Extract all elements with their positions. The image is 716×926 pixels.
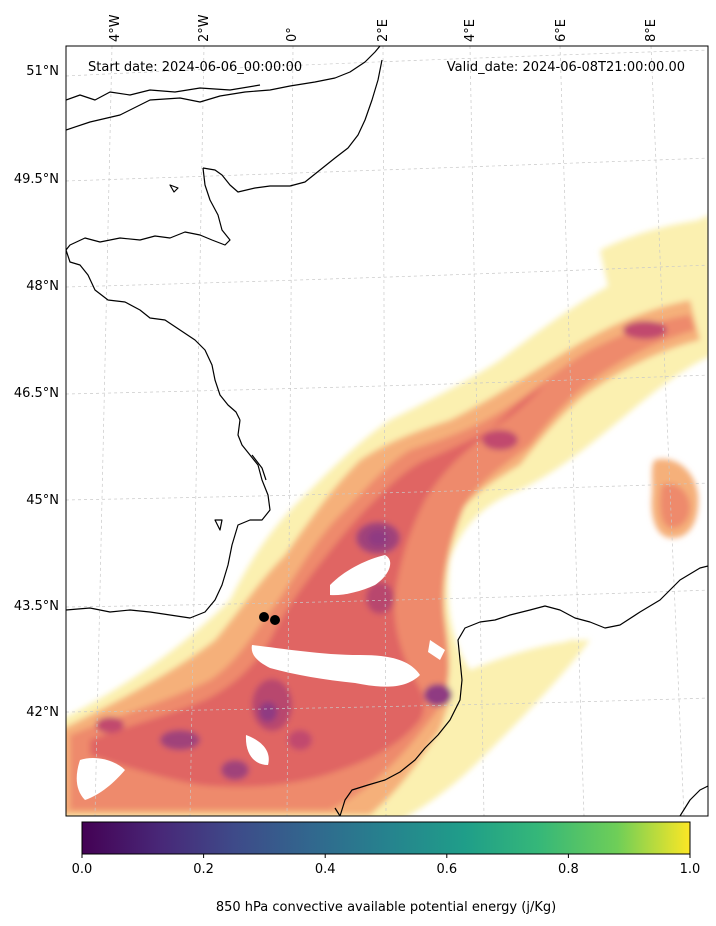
- start-date-label: Start date: 2024-06-06_00:00:00: [88, 60, 302, 75]
- lat-label-46-5n: 46.5°N: [14, 386, 59, 401]
- lat-label-49-5n: 49.5°N: [14, 172, 59, 187]
- colorbar-gradient: [81, 821, 691, 855]
- map-frame: [65, 45, 709, 817]
- longitude-labels: 4°W 2°W 0° 2°E 4°E 6°E 8°E: [108, 14, 659, 42]
- colorbar-tick-1: 0.2: [193, 862, 214, 877]
- lon-label-4e: 4°E: [463, 19, 478, 42]
- colorbar-tick-2: 0.4: [315, 862, 336, 877]
- colorbar-tick-0: 0.0: [72, 862, 93, 877]
- colorbar-tick-3: 0.6: [436, 862, 457, 877]
- coast-brittany: [66, 249, 241, 421]
- lon-label-8e: 8°E: [644, 19, 659, 42]
- lon-label-4w: 4°W: [108, 14, 123, 42]
- lat-label-45n: 45°N: [26, 493, 59, 508]
- lat-label-51n: 51°N: [26, 64, 59, 79]
- map-area: [66, 46, 708, 816]
- lon-label-0: 0°: [285, 27, 300, 42]
- colorbar-label: 850 hPa convective available potential e…: [216, 900, 556, 915]
- colorbar-tick-4: 0.8: [558, 862, 579, 877]
- graticule: [66, 46, 708, 816]
- lon-label-2e: 2°E: [376, 19, 391, 42]
- lon-label-2w: 2°W: [197, 14, 212, 42]
- coast-mediterranean: [339, 565, 708, 816]
- valid-date-label: Valid_date: 2024-06-08T21:00:00.00: [447, 60, 685, 75]
- station-marker-2: [270, 615, 280, 625]
- coast-aquitaine: [66, 419, 271, 619]
- latitude-labels: 51°N 49.5°N 48°N 46.5°N 45°N 43.5°N 42°N: [14, 64, 59, 720]
- lat-label-43-5n: 43.5°N: [14, 599, 59, 614]
- colorbar: 0.0 0.2 0.4 0.6 0.8 1.0 850 hPa convecti…: [72, 821, 701, 915]
- lat-label-42n: 42°N: [26, 705, 59, 720]
- coast-normandy: [202, 59, 383, 193]
- white-gaps: [76, 555, 445, 800]
- coastlines: [66, 46, 708, 816]
- coast-england: [66, 46, 381, 131]
- lon-label-6e: 6°E: [554, 19, 569, 42]
- lat-label-48n: 48°N: [26, 279, 59, 294]
- station-marker-1: [259, 612, 269, 622]
- colorbar-tick-5: 1.0: [680, 862, 701, 877]
